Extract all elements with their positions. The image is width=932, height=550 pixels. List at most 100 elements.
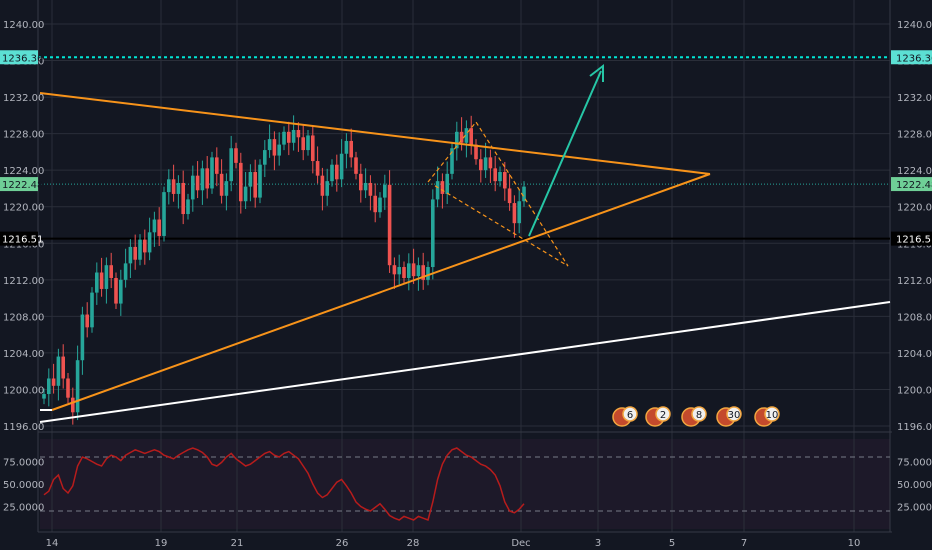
candle-body [95,272,99,293]
candle-body [387,184,392,266]
event-badge-count: 10 [766,410,779,421]
candle-body [162,192,166,236]
candle-body [56,356,61,386]
candle-body [459,131,464,143]
candle-body [378,197,382,213]
candle-body [215,157,219,174]
time-tick-label: 7 [741,538,747,549]
candle-body [363,182,368,191]
price-tick-label: 1196.00 [897,422,932,433]
price-tick-label: 1212.00 [3,276,44,287]
candle-body [407,263,411,278]
candle-body [402,267,406,278]
oscillator-tick-label: 75.0000 [3,458,44,469]
trend-line [39,301,891,423]
candle-body [431,199,435,268]
candle-body [349,140,353,158]
candle-body [282,131,286,145]
candle-body [320,175,325,196]
candle-body [229,148,233,182]
price-tick-label: 1204.00 [897,349,932,360]
candle-body [143,239,147,253]
candle-body [469,128,473,145]
time-tick-label: 5 [669,538,675,549]
candle-body [85,314,89,328]
price-tick-label: 1228.00 [3,130,44,141]
candle-body [219,173,224,196]
event-badge-bubble [691,406,707,422]
event-badge-count: 2 [660,410,666,421]
oscillator-line [43,447,525,521]
price-label: 1216.51 [2,235,43,246]
candle-body [359,173,363,191]
candle-body [42,394,46,399]
triangle-lower-line [51,173,711,411]
candle-body [498,172,502,182]
time-tick-label: 10 [848,538,861,549]
candle-body [104,265,109,289]
price-tick-label: 1232.00 [897,93,932,104]
price-tick-label: 1200.00 [897,385,932,396]
candle-body [157,219,161,236]
candle-body [176,182,181,194]
event-badge-count: 6 [627,410,633,421]
candle-body [483,157,488,171]
event-badge-count: 30 [728,410,741,421]
candle-body [243,186,248,202]
candle-body [311,135,315,162]
candle-body [522,186,526,202]
oscillator-tick-label: 50.0000 [897,480,932,491]
oscillator-tick-label: 25.0000 [897,503,932,514]
candle-body [392,265,397,275]
candle-body [171,179,176,194]
time-tick-label: 3 [595,538,601,549]
candle-body [239,162,243,202]
candle-body [210,157,214,189]
price-tick-label: 1224.00 [3,166,44,177]
candle-body [421,265,425,280]
price-tick-label: 1212.00 [897,276,932,287]
candle-body [123,263,128,280]
dashed-wedge [427,120,569,267]
oscillator-band [40,439,890,529]
time-tick-label: 26 [336,538,349,549]
candle-body [517,201,521,224]
candle-body [90,292,94,328]
oscillator [40,447,890,521]
price-tick-label: 1232.00 [3,93,44,104]
price-label: 1236.36 [2,53,43,64]
candle-body [354,157,358,174]
candle-body [152,219,157,233]
candle-body [450,148,454,174]
candle-body [455,131,459,149]
candle-body [263,150,267,165]
projection-arrow-shaft [528,70,602,237]
price-tick-label: 1224.00 [897,166,932,177]
price-tick-label: 1208.00 [897,312,932,323]
price-tick-label: 1204.00 [3,349,44,360]
triangle-upper-line [39,92,711,175]
candle-body [474,144,478,160]
price-tick-label: 1220.00 [897,203,932,214]
time-tick-label: 14 [46,538,59,549]
oscillator-axis: 25.0000 25.0000 50.0000 50.0000 75.0000 75.00… [3,458,932,514]
event-badge-bubble [726,406,742,422]
event-badge: 8 [681,406,707,427]
candle-body [224,181,229,196]
candle-body [445,173,449,194]
event-badge-bubble [655,406,671,422]
candle-body [383,184,387,198]
candle-body [47,378,51,395]
time-tick-label: 19 [155,538,168,549]
time-tick-label: 28 [407,538,420,549]
candle-body [66,378,70,398]
candle-body [200,168,205,191]
candle-body [195,175,200,191]
candles [42,115,526,425]
candle-body [344,140,349,154]
price-label: 1222.48 [2,180,43,191]
price-tick-label: 1196.00 [3,422,44,433]
candle-body [181,182,185,215]
price-label-bg [891,50,932,65]
